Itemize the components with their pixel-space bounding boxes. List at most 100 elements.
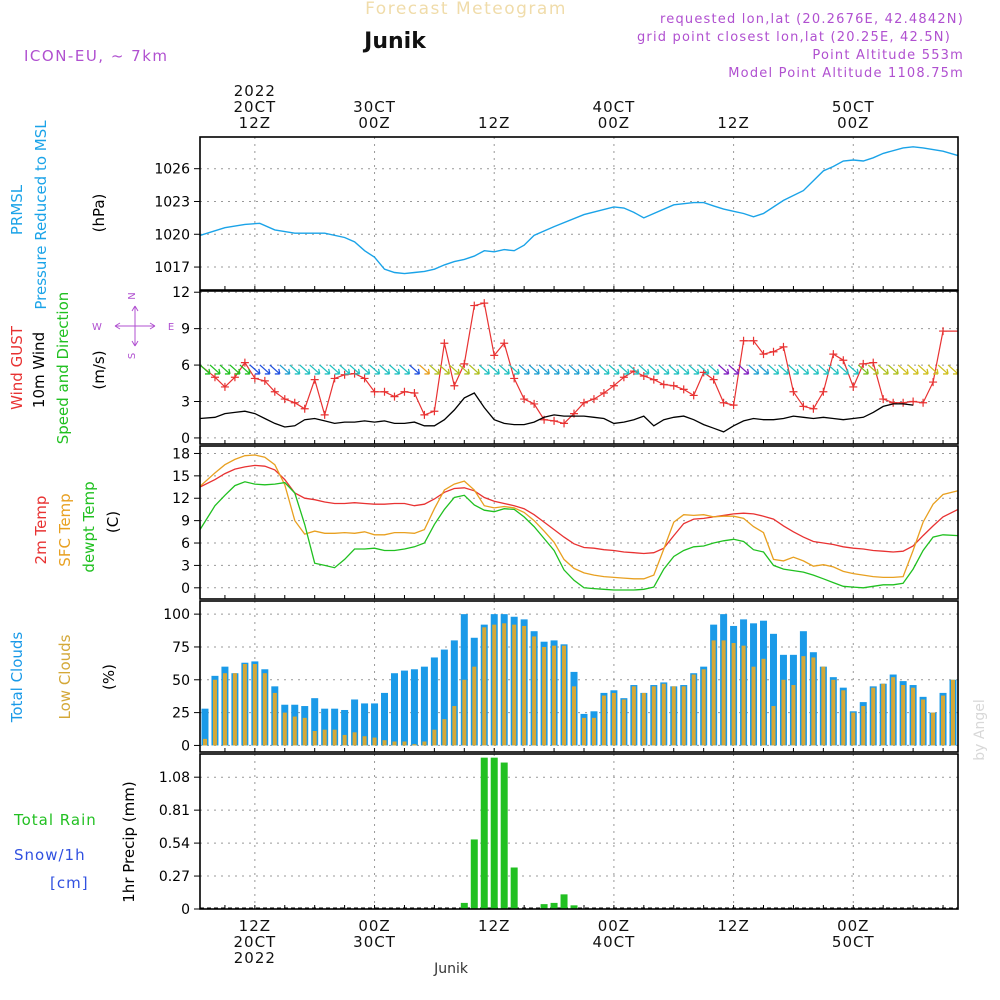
low-cloud-bar xyxy=(542,646,547,746)
low-cloud-bar xyxy=(851,712,856,746)
wind-direction-arrow xyxy=(688,364,700,375)
wind-direction-arrow xyxy=(827,364,839,375)
low-cloud-bar xyxy=(262,673,267,746)
y-tick-label: 0 xyxy=(181,431,190,447)
low-cloud-bar xyxy=(222,673,227,746)
low-cloud-bar xyxy=(412,744,417,746)
low-cloud-bar xyxy=(332,729,337,746)
compass-w: W xyxy=(92,322,102,333)
wind-direction-arrow xyxy=(877,364,889,375)
gust-marker xyxy=(769,347,778,356)
wind-direction-arrow xyxy=(638,364,650,375)
temp-units: (C) xyxy=(104,511,122,533)
total-cloud-bar xyxy=(430,657,438,746)
bottom-time-label: 2022 xyxy=(234,949,276,967)
gust-marker xyxy=(500,339,509,348)
low-cloud-bar xyxy=(881,683,886,746)
gust-marker xyxy=(390,392,399,401)
gust-marker xyxy=(270,387,279,396)
total-cloud-bar xyxy=(420,666,428,746)
gust-marker xyxy=(919,398,928,407)
gust-marker xyxy=(550,416,559,425)
low-cloud-bar xyxy=(671,686,676,746)
wind-direction-arrow xyxy=(937,364,949,375)
gust-marker xyxy=(729,401,738,410)
bottom-time-label: 40CT xyxy=(593,933,636,951)
wind-direction-arrow xyxy=(289,364,301,375)
low-cloud-bar xyxy=(821,666,826,746)
gust-marker xyxy=(609,381,618,390)
wind-direction-arrow xyxy=(797,364,810,375)
low-cloud-bar xyxy=(522,625,527,746)
gust-marker xyxy=(939,327,948,336)
temp-2m-line xyxy=(199,464,959,555)
wind-direction-arrow xyxy=(568,364,580,375)
low-cloud-bar xyxy=(901,685,906,746)
gust-marker xyxy=(420,410,429,419)
temperature-panel: 0 3 6 9 12 15 18 xyxy=(172,445,959,600)
low-cloud-bar xyxy=(462,679,467,746)
y-tick-label: 3 xyxy=(181,558,190,574)
gust-marker xyxy=(859,359,868,368)
gust-marker xyxy=(520,395,529,404)
wind-direction-arrow xyxy=(428,364,441,375)
gust-marker xyxy=(579,398,588,407)
compass-n: N xyxy=(127,292,138,299)
wind-direction-arrow xyxy=(209,364,221,375)
wind-direction-arrow xyxy=(787,364,800,375)
gust-marker xyxy=(749,336,758,345)
wind-direction-arrow xyxy=(448,364,460,375)
gust-marker xyxy=(340,370,349,379)
y-tick-label: 75 xyxy=(172,640,190,656)
gust-marker xyxy=(490,351,499,360)
gust-marker xyxy=(669,381,678,390)
wind-direction-arrow xyxy=(648,364,660,375)
y-tick-label: 0 xyxy=(181,581,190,597)
y-tick-label: 1.08 xyxy=(159,770,190,786)
gust-marker xyxy=(320,410,329,419)
y-tick-label: 15 xyxy=(172,469,190,485)
wind-direction-arrow xyxy=(319,364,331,375)
top-time-label: 50CT xyxy=(832,98,875,116)
wind-direction-arrow xyxy=(369,364,381,375)
gust-marker xyxy=(530,399,539,408)
wind-direction-arrow xyxy=(359,364,371,375)
top-time-label: 30CT xyxy=(353,98,396,116)
gust-marker xyxy=(380,387,389,396)
wind-direction-arrow xyxy=(778,364,790,375)
gust-marker xyxy=(470,301,479,310)
top-time-label: 12Z xyxy=(478,114,510,132)
wind-direction-arrow xyxy=(807,364,820,375)
wind-units: (m/s) xyxy=(90,350,108,389)
gust-marker xyxy=(330,374,339,383)
dewpt-label: dewpt Temp xyxy=(80,481,98,572)
wind-direction-arrow xyxy=(837,364,849,375)
rain-bar xyxy=(540,904,548,909)
temp-sfc-line xyxy=(199,454,959,580)
low-cloud-bar xyxy=(232,673,237,746)
wind-direction-arrow xyxy=(887,364,899,375)
low-cloud-bar xyxy=(721,640,726,746)
low-cloud-bar xyxy=(572,686,577,746)
bottom-time-label: 12Z xyxy=(239,917,271,935)
wind-direction-arrow xyxy=(768,364,780,375)
low-cloud-bar xyxy=(781,679,786,746)
y-tick-label: 0 xyxy=(181,738,190,754)
low-cloud-bar xyxy=(641,692,646,746)
total-cloud-bar xyxy=(201,708,209,746)
clouds-units: (%) xyxy=(100,664,118,690)
wind-speed-dir-label: Speed and Direction xyxy=(54,292,72,445)
gust-marker xyxy=(639,372,648,380)
low-cloud-bar xyxy=(741,645,746,746)
rain-bar xyxy=(490,757,498,909)
gust-marker xyxy=(300,404,309,413)
low-cloud-bar xyxy=(512,624,517,746)
y-tick-label: 3 xyxy=(181,395,190,411)
wind-direction-arrow xyxy=(329,364,341,375)
bottom-time-label: 00Z xyxy=(598,917,630,935)
wind-direction-arrow xyxy=(867,364,879,375)
low-cloud-bar xyxy=(831,679,836,746)
wind-direction-arrow xyxy=(857,364,869,375)
wind-direction-arrow xyxy=(508,364,520,375)
